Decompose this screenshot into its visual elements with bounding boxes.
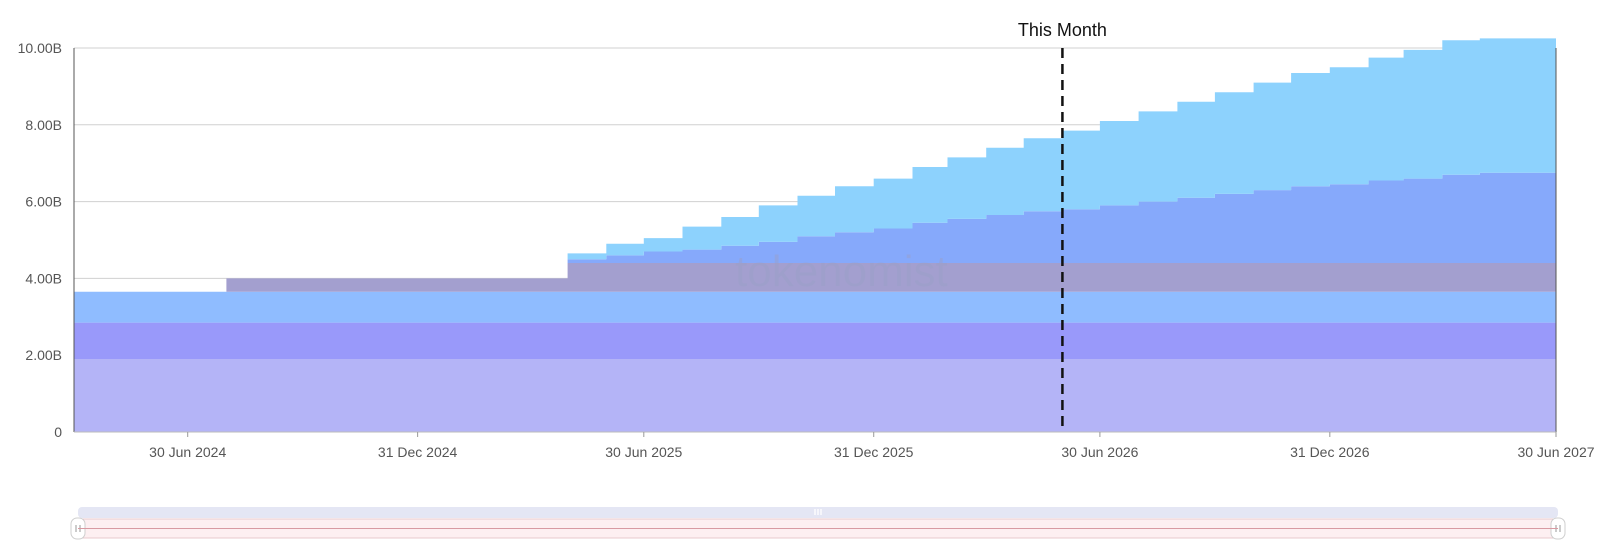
x-tick-label-5: 31 Dec 2026 bbox=[1290, 444, 1370, 460]
y-tick-label-3: 6.00B bbox=[25, 194, 62, 210]
this-month-label: This Month bbox=[1018, 20, 1107, 40]
y-tick-label-4: 8.00B bbox=[25, 117, 62, 133]
series-area-4 bbox=[74, 172, 1556, 292]
y-tick-label-2: 4.00B bbox=[25, 270, 62, 286]
series-areas bbox=[74, 38, 1556, 432]
series-area-1 bbox=[74, 322, 1556, 359]
series-area-0 bbox=[74, 359, 1556, 432]
x-tick-label-3: 31 Dec 2025 bbox=[834, 444, 914, 460]
x-tick-label-4: 30 Jun 2026 bbox=[1061, 444, 1138, 460]
x-tick-label-0: 30 Jun 2024 bbox=[149, 444, 226, 460]
zoom-slider-grip-icon[interactable] bbox=[814, 509, 822, 515]
y-axis-tick-labels: 0 2.00B 4.00B 6.00B 8.00B 10.00B bbox=[18, 40, 63, 440]
zoom-slider[interactable] bbox=[70, 507, 1566, 540]
series-area-5 bbox=[74, 38, 1556, 292]
x-tick-label-6: 30 Jun 2027 bbox=[1517, 444, 1594, 460]
x-tick-label-1: 31 Dec 2024 bbox=[378, 444, 458, 460]
x-axis-tick-labels: 30 Jun 2024 31 Dec 2024 30 Jun 2025 31 Dec … bbox=[149, 432, 1595, 460]
y-tick-label-1: 2.00B bbox=[25, 347, 62, 363]
y-tick-label-0: 0 bbox=[54, 424, 62, 440]
y-tick-label-5: 10.00B bbox=[18, 40, 62, 56]
this-month-marker: This Month bbox=[1018, 20, 1107, 432]
axes bbox=[73, 48, 1557, 433]
watermark-text: tokenomist bbox=[735, 247, 948, 296]
series-area-2 bbox=[74, 291, 1556, 323]
x-tick-label-2: 30 Jun 2025 bbox=[605, 444, 682, 460]
series-area-3 bbox=[74, 263, 1556, 292]
